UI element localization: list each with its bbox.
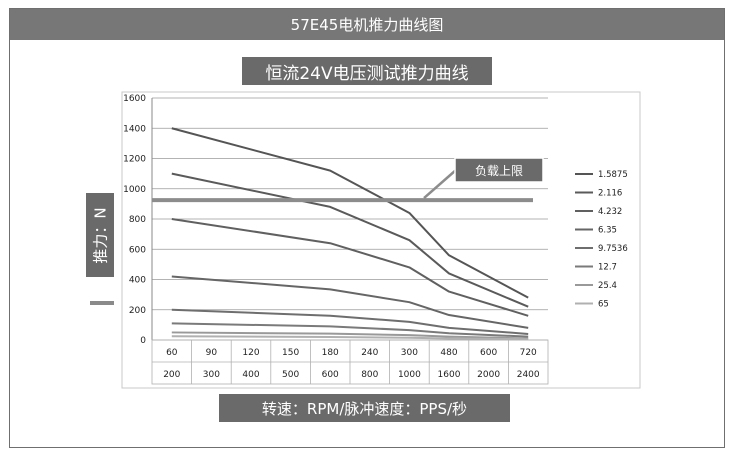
x-tick-label: 720 [520, 348, 537, 358]
series-line-65 [171, 335, 529, 341]
x-tick-label: 60 [166, 348, 178, 358]
series-line-6.35 [171, 275, 529, 329]
legend-label: 9.7536 [598, 244, 628, 254]
y-tick-label: 1000 [123, 185, 146, 195]
x-tick-label: 120 [242, 348, 259, 358]
load-limit-callout [454, 157, 544, 183]
page-title: 57E45电机推力曲线图 [10, 9, 724, 40]
y-tick-label: 0 [140, 336, 146, 346]
y-axis-title: 推力：N [86, 193, 114, 277]
x-tick-label: 90 [206, 348, 218, 358]
plot-area [121, 91, 641, 389]
x-tick-label: 240 [361, 348, 378, 358]
series-line-4.232 [171, 218, 529, 317]
series-line-9.7536 [171, 308, 529, 335]
x-tick-label-secondary: 500 [282, 370, 299, 380]
x-tick-label-secondary: 600 [322, 370, 339, 380]
series-line-2.116 [171, 172, 529, 308]
y-tick-label: 400 [129, 276, 146, 286]
y-axis-marker [90, 301, 114, 305]
x-tick-label-secondary: 800 [361, 370, 378, 380]
series-line-12.7 [171, 322, 529, 338]
legend-label: 6.35 [598, 226, 617, 236]
x-tick-label-secondary: 200 [163, 370, 180, 380]
x-tick-label-secondary: 2400 [517, 370, 540, 380]
series-line-25.4 [171, 331, 529, 340]
y-axis-title-text: 推力：N [91, 206, 110, 264]
legend-label: 1.5875 [598, 170, 628, 180]
x-tick-label: 600 [480, 348, 497, 358]
series-line-1.5875 [171, 127, 529, 299]
y-tick-label: 1600 [123, 94, 146, 104]
x-tick-label: 150 [282, 348, 299, 358]
y-tick-label: 200 [129, 306, 146, 316]
x-tick-label: 180 [322, 348, 339, 358]
y-tick-label: 600 [129, 245, 146, 255]
legend-label: 25.4 [598, 281, 617, 291]
x-tick-label-secondary: 300 [203, 370, 220, 380]
x-tick-label-secondary: 400 [242, 370, 259, 380]
x-tick-label-secondary: 1600 [438, 370, 461, 380]
load-limit-label: 负载上限 [475, 164, 523, 178]
legend-label: 65 [598, 300, 609, 310]
y-tick-label: 1200 [123, 155, 146, 165]
y-tick-label: 800 [129, 215, 146, 225]
x-axis-title: 转速：RPM/脉冲速度：PPS/秒 [219, 394, 510, 422]
x-tick-label: 480 [440, 348, 457, 358]
legend-label: 2.116 [598, 189, 622, 199]
legend-label: 4.232 [598, 207, 622, 217]
x-tick-label-secondary: 2000 [477, 370, 500, 380]
x-tick-label: 300 [401, 348, 418, 358]
legend-label: 12.7 [598, 263, 617, 273]
y-tick-label: 1400 [123, 124, 146, 134]
chart-subtitle: 恒流24V电压测试推力曲线 [242, 57, 492, 85]
load-limit-pointer [423, 169, 457, 200]
x-tick-label-secondary: 1000 [398, 370, 421, 380]
